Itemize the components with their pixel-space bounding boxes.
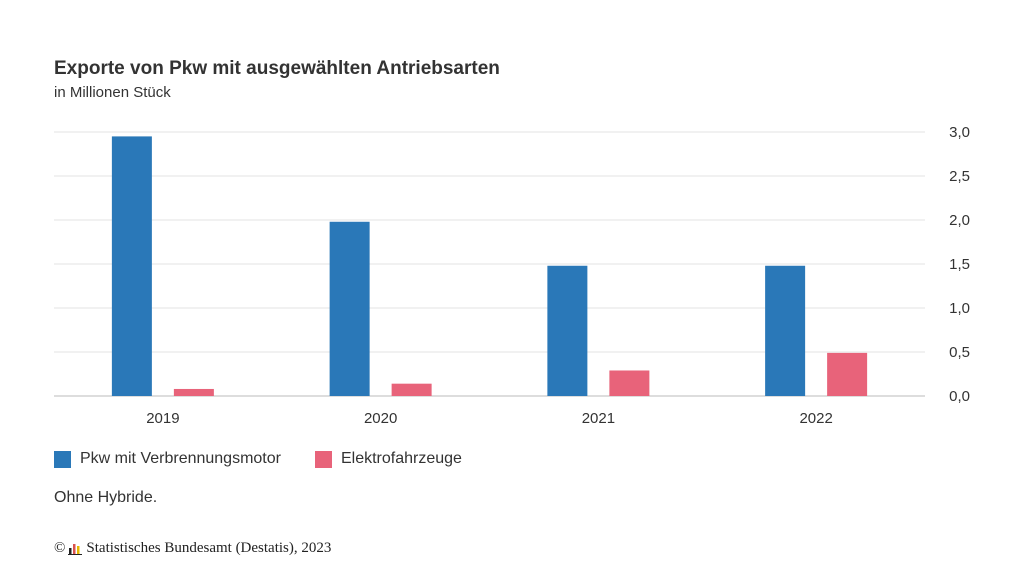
copyright-symbol: © [54, 540, 66, 556]
y-tick-label: 1,0 [949, 300, 970, 317]
destatis-logo-icon [68, 543, 83, 555]
legend-item-electric: Elektrofahrzeuge [314, 450, 462, 468]
bar-electric-2021 [609, 370, 650, 396]
bar-electric-2019 [173, 388, 214, 396]
bar-combustion-2021 [547, 265, 588, 396]
legend-item-combustion: Pkw mit Verbrennungsmotor [54, 450, 281, 468]
y-tick-label: 3,0 [949, 124, 970, 141]
bar-electric-2022 [827, 352, 868, 396]
x-tick-label: 2020 [364, 410, 397, 427]
y-tick-label: 2,5 [949, 168, 970, 185]
bar-combustion-2022 [765, 265, 806, 396]
y-tick-label: 2,0 [949, 212, 970, 229]
legend-label-electric: Elektrofahrzeuge [340, 450, 462, 467]
legend-label-combustion: Pkw mit Verbrennungsmotor [80, 450, 281, 467]
legend-swatch-electric [314, 450, 332, 468]
bar-combustion-2019 [111, 136, 152, 396]
y-tick-label: 1,5 [949, 256, 970, 273]
x-tick-label: 2019 [146, 410, 179, 427]
bar-combustion-2020 [329, 221, 370, 396]
y-tick-label: 0,5 [949, 344, 970, 361]
source-credit: © Statistisches Bundesamt (Destatis), 20… [54, 540, 331, 557]
chart-subtitle: in Millionen Stück [54, 84, 171, 101]
credit-text: Statistisches Bundesamt (Destatis), 2023 [86, 540, 332, 556]
bar-chart: 0,0 0,5 1,0 1,5 2,0 2,5 3,0 2019 2020 2021 2022 [54, 124, 970, 427]
bar-electric-2020 [391, 383, 432, 396]
chart-title: Exporte von Pkw mit ausgewählten Antrieb… [54, 58, 500, 79]
x-tick-label: 2021 [582, 410, 615, 427]
legend-swatch-combustion [54, 450, 71, 468]
chart-legend: Pkw mit Verbrennungsmotor Elektrofahrzeu… [54, 450, 496, 468]
chart-note: Ohne Hybride. [54, 489, 158, 506]
x-tick-label: 2022 [799, 410, 832, 427]
y-tick-label: 0,0 [949, 388, 970, 405]
